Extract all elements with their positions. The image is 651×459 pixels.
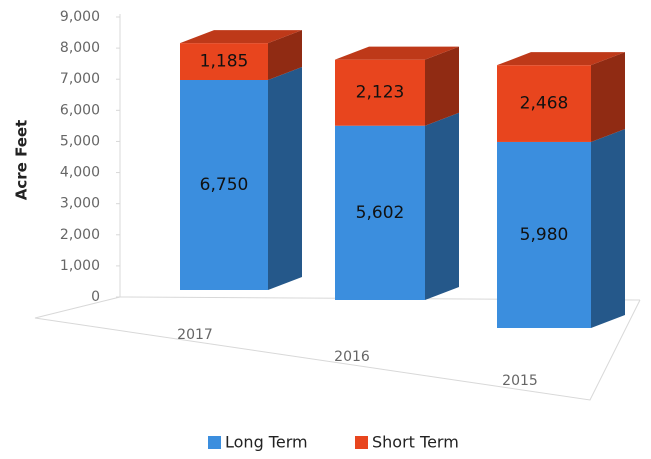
y-axis-title: Acre Feet	[13, 120, 31, 200]
x-tick-label: 2017	[177, 327, 213, 343]
y-tick-label: 9,000	[60, 9, 100, 25]
bar-side	[425, 46, 459, 126]
bar	[497, 141, 591, 328]
x-tick-label: 2015	[502, 373, 538, 389]
value-label: 6,750	[200, 175, 249, 195]
bar-side	[591, 52, 625, 142]
y-tick-label: 8,000	[60, 40, 100, 56]
legend-swatch	[355, 436, 368, 449]
y-tick-label: 4,000	[60, 165, 100, 181]
legend-swatch	[208, 436, 221, 449]
value-label: 5,980	[520, 225, 569, 245]
y-tick-label: 5,000	[60, 133, 100, 149]
bar	[180, 43, 268, 80]
bar	[335, 125, 425, 301]
bar-top	[497, 52, 625, 66]
value-label: 5,602	[356, 203, 405, 223]
bar-side	[591, 128, 625, 328]
x-tick-label: 2016	[334, 349, 370, 365]
bar	[180, 80, 268, 290]
y-tick-label: 2,000	[60, 227, 100, 243]
bar	[497, 65, 591, 142]
floor	[34, 296, 641, 401]
legend-label: Short Term	[372, 433, 459, 452]
bar-side	[268, 30, 302, 81]
y-tick-label: 7,000	[60, 71, 100, 87]
value-label: 2,123	[356, 83, 405, 103]
bar-top	[180, 30, 302, 44]
value-label: 1,185	[200, 52, 249, 72]
legend-label: Long Term	[225, 433, 308, 452]
y-tick-label: 1,000	[60, 258, 100, 274]
value-label: 2,468	[520, 94, 569, 114]
y-tick-label: 6,000	[60, 102, 100, 118]
y-tick-label: 0	[91, 289, 100, 305]
bar	[335, 59, 425, 126]
y-tick-label: 3,000	[60, 196, 100, 212]
bar-side	[268, 67, 302, 290]
bar-top	[335, 46, 459, 60]
bar-side	[425, 112, 459, 301]
